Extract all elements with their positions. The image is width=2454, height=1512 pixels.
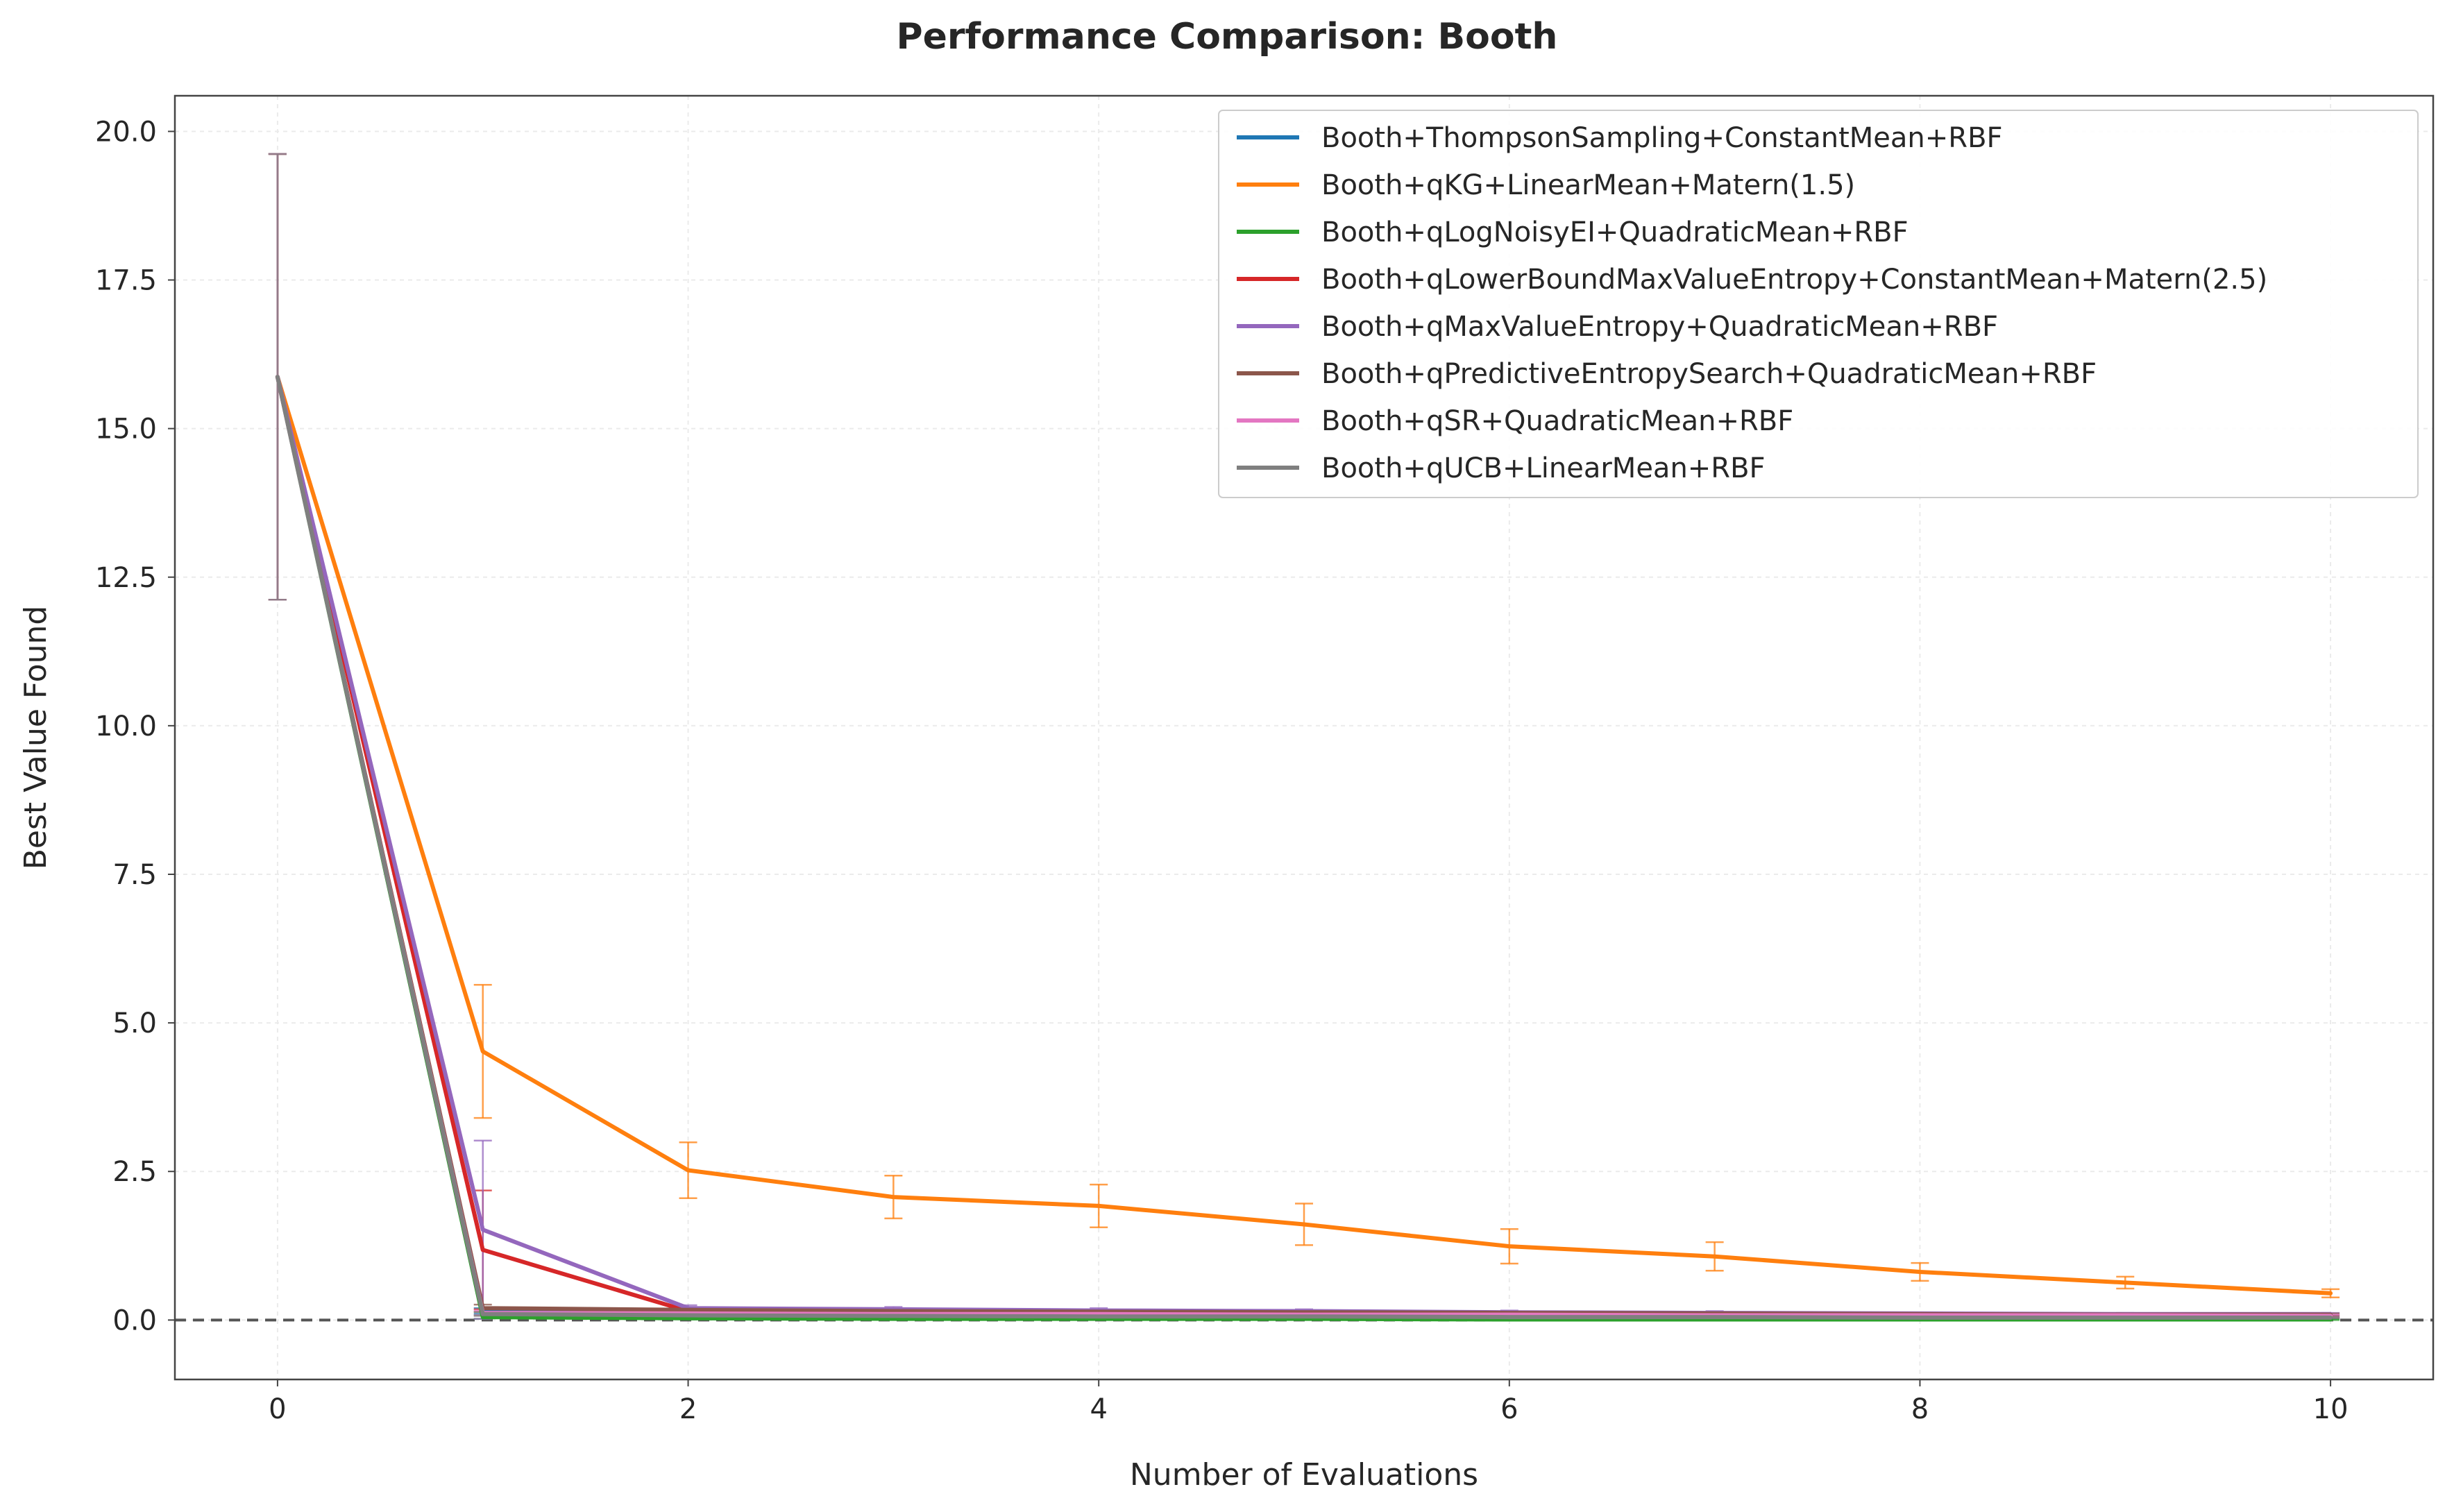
x-tick-label-4: 8 — [1911, 1393, 1929, 1425]
series-line-2 — [275, 375, 2333, 1322]
legend-label: Booth+ThompsonSampling+ConstantMean+RBF — [1321, 122, 2003, 154]
legend-box — [1218, 110, 2419, 498]
legend-item-2: Booth+qLogNoisyEI+QuadraticMean+RBF — [1237, 216, 1909, 248]
legend-item-7: Booth+qUCB+LinearMean+RBF — [1237, 452, 1766, 484]
y-tick-label-5: 12.5 — [95, 562, 157, 594]
x-axis-label: Number of Evaluations — [1130, 1457, 1478, 1493]
legend-item-0: Booth+ThompsonSampling+ConstantMean+RBF — [1237, 122, 2003, 154]
y-tick-label-6: 15.0 — [95, 414, 157, 445]
series-line-4 — [275, 375, 2333, 1316]
series-line-6 — [275, 375, 2333, 1318]
legend-item-1: Booth+qKG+LinearMean+Matern(1.5) — [1237, 169, 1855, 201]
legend-item-4: Booth+qMaxValueEntropy+QuadraticMean+RBF — [1237, 311, 1998, 343]
y-tick-label-0: 0.0 — [112, 1305, 157, 1336]
x-tick-label-1: 2 — [679, 1393, 697, 1425]
legend-label: Booth+qSR+QuadraticMean+RBF — [1321, 405, 1793, 437]
y-axis-label: Best Value Found — [18, 606, 53, 870]
y-tick-label-2: 5.0 — [112, 1008, 157, 1039]
series-line-5 — [275, 375, 2333, 1317]
y-tick-label-8: 20.0 — [95, 116, 157, 148]
legend-label: Booth+qUCB+LinearMean+RBF — [1321, 452, 1766, 484]
x-tick-label-5: 10 — [2313, 1393, 2349, 1425]
series-lines — [275, 375, 2333, 1322]
legend: Booth+ThompsonSampling+ConstantMean+RBF B… — [1218, 110, 2419, 498]
y-axis-ticks: 0.0 2.5 5.0 7.5 10.0 12.5 15.0 17.5 20.0 — [95, 116, 175, 1336]
x-tick-label-2: 4 — [1090, 1393, 1107, 1425]
legend-label: Booth+qLogNoisyEI+QuadraticMean+RBF — [1321, 216, 1909, 248]
series-line-7 — [275, 375, 2333, 1320]
y-tick-label-4: 10.0 — [95, 711, 157, 742]
y-tick-label-7: 17.5 — [95, 265, 157, 297]
legend-item-5: Booth+qPredictiveEntropySearch+Quadratic… — [1237, 358, 2097, 390]
legend-label: Booth+qKG+LinearMean+Matern(1.5) — [1321, 169, 1855, 201]
y-tick-label-1: 2.5 — [112, 1156, 157, 1188]
x-tick-label-0: 0 — [269, 1393, 286, 1425]
x-tick-label-3: 6 — [1500, 1393, 1518, 1425]
plot-frame — [174, 94, 2435, 1381]
legend-item-6: Booth+qSR+QuadraticMean+RBF — [1237, 405, 1793, 437]
chart-title: Performance Comparison: Booth — [897, 16, 1558, 58]
series-line-3 — [275, 375, 2333, 1319]
series-line-0 — [275, 375, 2333, 1320]
series-line-1 — [275, 375, 2333, 1296]
legend-label: Booth+qLowerBoundMaxValueEntropy+Constan… — [1321, 264, 2267, 296]
y-tick-label-3: 7.5 — [112, 859, 157, 891]
legend-item-3: Booth+qLowerBoundMaxValueEntropy+Constan… — [1237, 264, 2267, 296]
legend-label: Booth+qMaxValueEntropy+QuadraticMean+RBF — [1321, 311, 1998, 343]
legend-label: Booth+qPredictiveEntropySearch+Quadratic… — [1321, 358, 2097, 390]
x-axis-ticks: 0 2 4 6 8 10 — [269, 1379, 2349, 1425]
